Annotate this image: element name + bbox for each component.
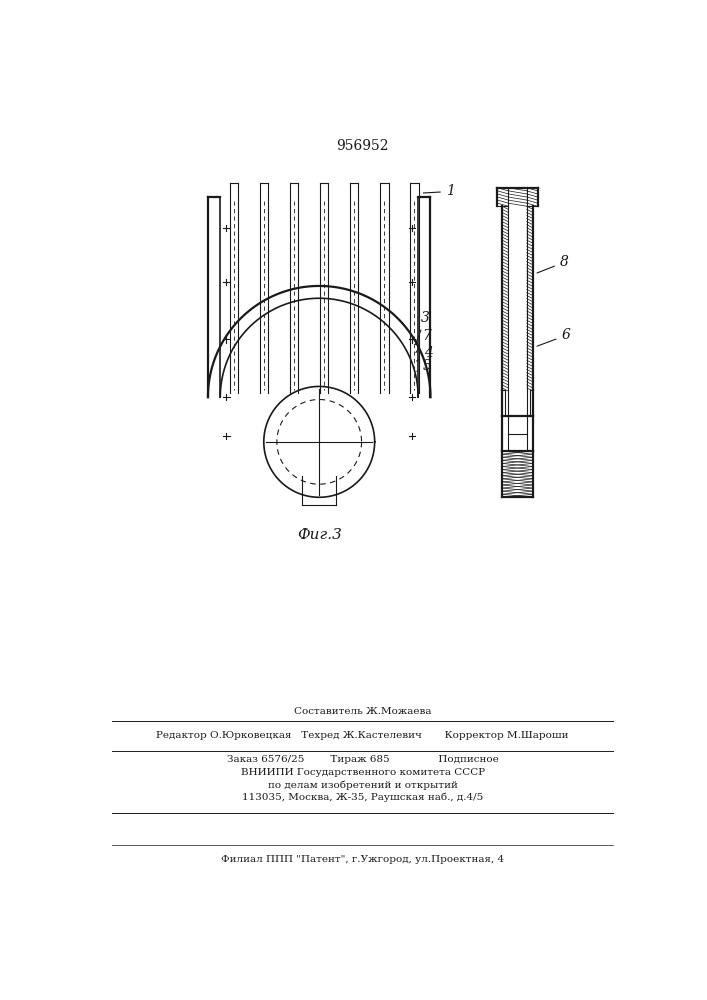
Text: Заказ 6576/25        Тираж 685               Подписное: Заказ 6576/25 Тираж 685 Подписное [227,755,498,764]
Text: Составитель Ж.Можаева: Составитель Ж.Можаева [294,707,431,716]
Text: 8: 8 [537,255,568,273]
Text: по делам изобретений и открытий: по делам изобретений и открытий [268,781,457,790]
Text: Филиал ППП "Патент", г.Ужгород, ул.Проектная, 4: Филиал ППП "Патент", г.Ужгород, ул.Проек… [221,855,504,864]
Text: 3: 3 [415,311,430,345]
Text: 7: 7 [416,329,432,353]
Text: 956952: 956952 [337,139,389,153]
Text: Редактор О.Юрковецкая   Техред Ж.Кастелевич       Корректор М.Шароши: Редактор О.Юрковецкая Техред Ж.Кастелеви… [156,732,569,740]
Text: 4: 4 [416,346,433,361]
Text: 6: 6 [537,328,571,346]
Text: 5: 5 [417,359,432,373]
Text: ВНИИПИ Государственного комитета СССР: ВНИИПИ Государственного комитета СССР [240,768,485,777]
Text: Фиг.3: Фиг.3 [297,528,341,542]
Text: 1: 1 [423,184,455,198]
Text: 113035, Москва, Ж-35, Раушская наб., д.4/5: 113035, Москва, Ж-35, Раушская наб., д.4… [242,793,484,802]
